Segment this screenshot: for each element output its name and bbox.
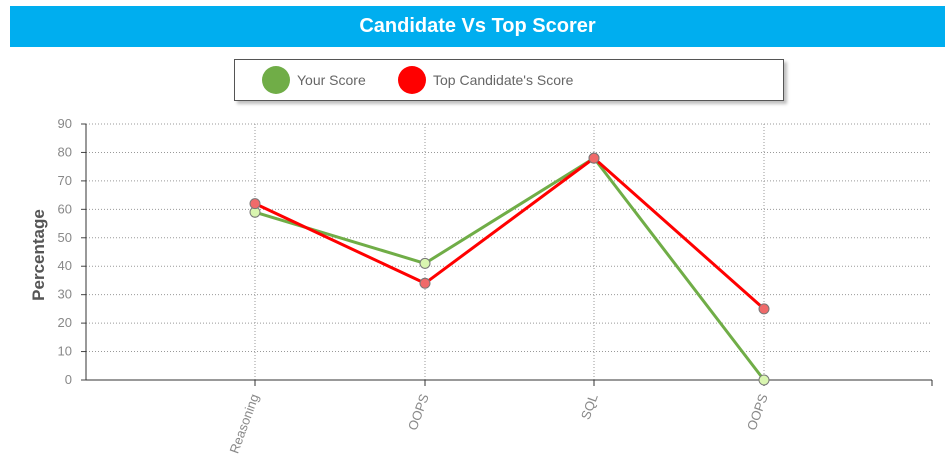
chart-legend: Your Score Top Candidate's Score — [234, 59, 784, 101]
y-tick-label: 60 — [58, 201, 72, 216]
data-point-your-score — [758, 374, 770, 386]
data-point-top-score — [758, 303, 770, 315]
x-tick-label: Reasoning — [226, 392, 261, 456]
legend-item-top-score[interactable]: Top Candidate's Score — [398, 66, 573, 94]
y-tick-label: 30 — [58, 287, 72, 302]
legend-item-your-score[interactable]: Your Score — [262, 66, 366, 94]
y-tick-label: 10 — [58, 344, 72, 359]
chart-title: Candidate Vs Top Scorer — [10, 6, 945, 47]
y-tick-label: 90 — [58, 116, 72, 131]
data-point-your-score — [419, 257, 431, 269]
legend-label-top-score: Top Candidate's Score — [433, 72, 574, 88]
data-point-top-score — [419, 277, 431, 289]
series-line-top-score — [254, 156, 765, 311]
y-tick-label: 20 — [58, 315, 72, 330]
y-tick-label: 70 — [58, 173, 72, 188]
y-tick-label: 80 — [58, 144, 72, 159]
data-point-top-score — [249, 198, 261, 210]
y-axis-title: Percentage — [29, 209, 48, 301]
data-point-top-score — [588, 152, 600, 164]
x-tick-label: SQL — [578, 392, 601, 422]
series-line-your-score — [254, 156, 766, 381]
y-tick-label: 40 — [58, 258, 72, 273]
legend-marker-top-score — [398, 66, 426, 94]
x-tick-label: OOPS — [744, 392, 771, 433]
y-tick-label: 0 — [65, 372, 72, 387]
legend-label-your-score: Your Score — [297, 72, 366, 88]
legend-marker-your-score — [262, 66, 290, 94]
y-tick-label: 50 — [58, 230, 72, 245]
x-tick-label: OOPS — [405, 392, 432, 433]
